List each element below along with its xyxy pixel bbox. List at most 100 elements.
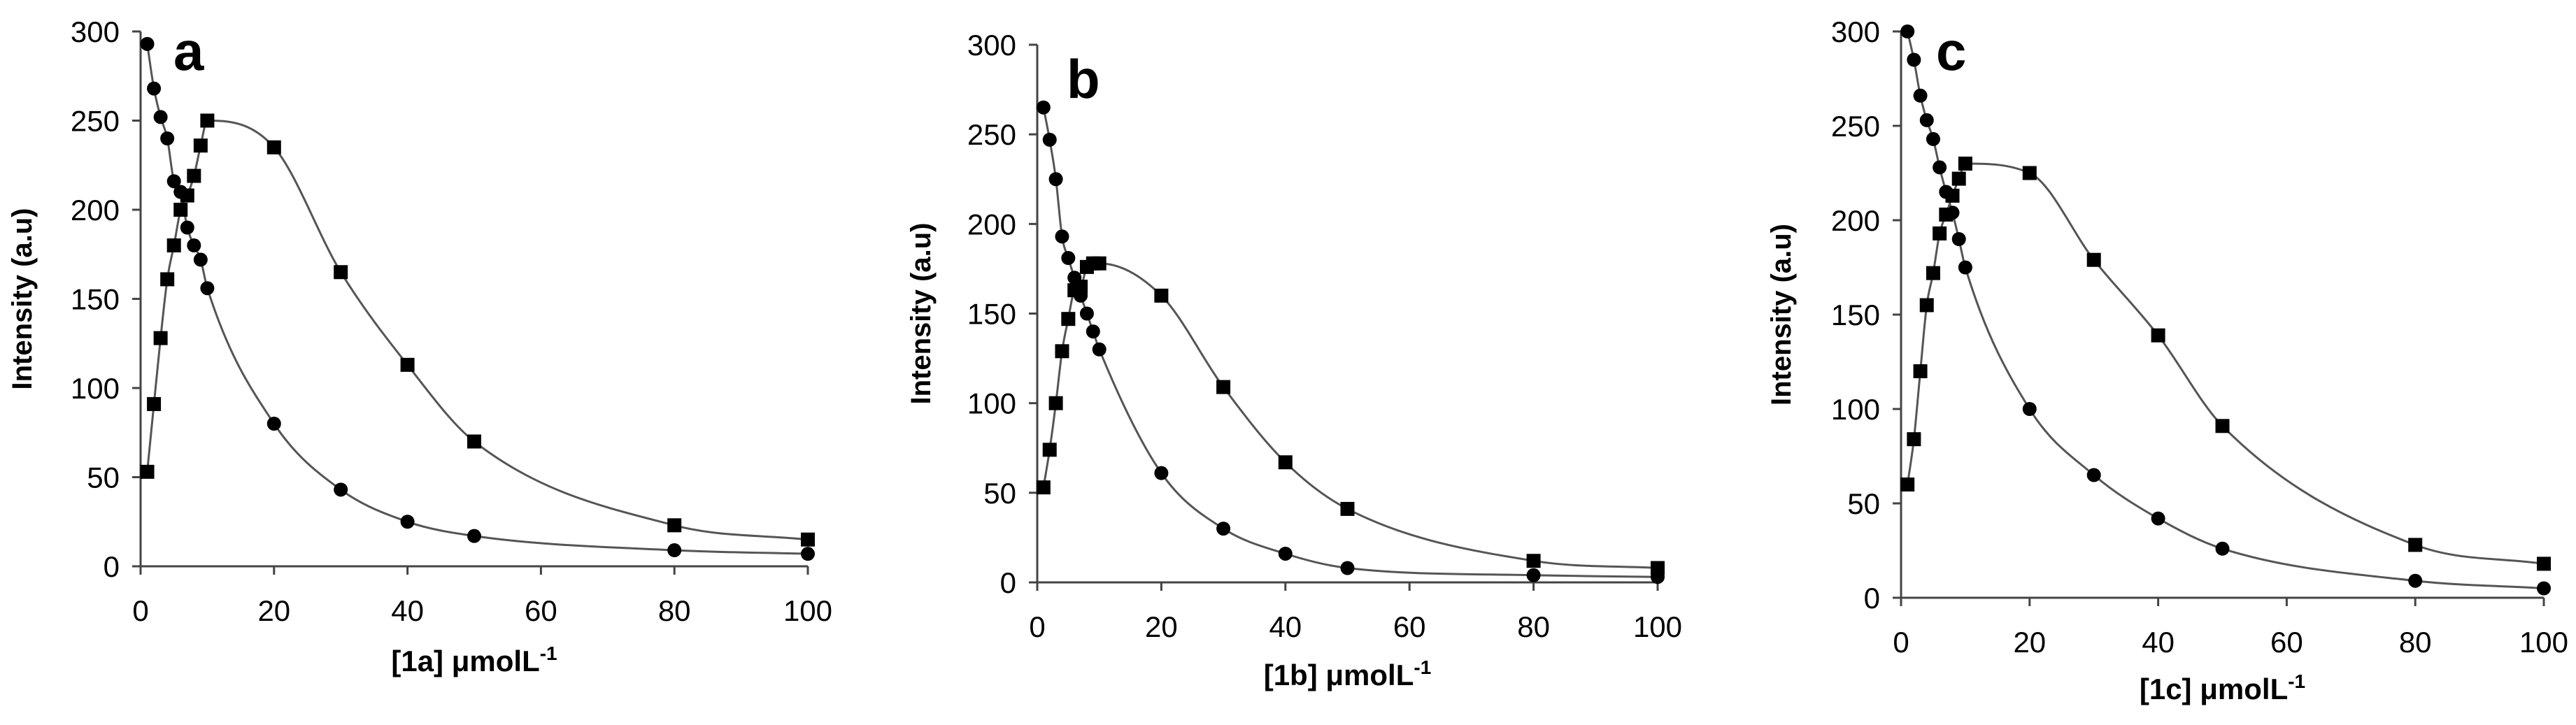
square-marker	[1092, 256, 1106, 271]
square-marker	[2537, 557, 2551, 571]
square-marker	[160, 272, 175, 287]
circle-marker	[2151, 511, 2165, 526]
square-marker	[1951, 171, 1966, 186]
circle-marker	[1526, 568, 1541, 582]
y-tick-label: 150	[71, 283, 120, 316]
square-marker	[1933, 226, 1947, 241]
y-tick-label: 300	[1831, 15, 1880, 48]
y-axis-label: Intensity (a.u)	[1766, 224, 1797, 405]
circle-marker	[1958, 260, 1972, 275]
y-tick-label: 150	[1831, 299, 1880, 331]
square-marker	[1651, 561, 1665, 575]
circle-marker	[801, 547, 815, 561]
series-line	[146, 43, 809, 555]
x-tick-label: 80	[658, 594, 691, 627]
square-series	[1900, 157, 2551, 571]
y-tick-label: 250	[967, 118, 1016, 151]
circle-marker	[1913, 88, 1928, 103]
x-tick-label: 20	[2013, 626, 2046, 659]
square-marker	[2151, 328, 2165, 343]
x-axis-label: [1c] μmolL-1	[2140, 670, 2305, 705]
square-marker	[801, 532, 815, 547]
square-marker	[1919, 298, 1934, 313]
square-marker	[147, 396, 162, 411]
square-marker	[400, 357, 415, 372]
circle-marker	[334, 482, 348, 497]
circle-series	[140, 36, 815, 561]
x-axis-label: [1b] μmolL-1	[1264, 656, 1432, 691]
x-tick-label: 80	[1517, 610, 1550, 643]
square-marker	[1939, 207, 1954, 222]
circle-marker	[667, 543, 682, 558]
circle-marker	[1907, 52, 1921, 67]
square-marker	[1042, 443, 1057, 457]
square-marker	[166, 238, 181, 252]
square-marker	[140, 464, 155, 479]
circle-marker	[153, 110, 168, 124]
square-marker	[1907, 432, 1921, 447]
square-series	[140, 113, 815, 547]
square-marker	[1926, 266, 1940, 280]
circle-marker	[160, 131, 175, 145]
x-tick-label: 60	[2270, 626, 2303, 659]
panel-label: a	[173, 20, 204, 82]
circle-marker	[166, 174, 181, 189]
x-tick-label: 20	[257, 594, 290, 627]
panel-label: c	[1936, 20, 1966, 82]
square-marker	[2086, 252, 2101, 267]
circle-marker	[1278, 546, 1293, 561]
y-tick-label: 300	[967, 29, 1016, 62]
x-axis-label: [1a] μmolL-1	[391, 643, 557, 677]
square-marker	[1048, 396, 1063, 410]
circle-marker	[1079, 306, 1094, 321]
x-tick-label: 100	[1633, 610, 1682, 643]
square-marker	[1340, 501, 1355, 516]
y-tick-label: 50	[87, 461, 120, 494]
square-marker	[1958, 157, 1972, 171]
chart-panel-b: 0 50 100 150 200 250 300 0 20 40 60 80 100 [1b] μmolL…	[906, 29, 1682, 691]
square-marker	[1900, 478, 1915, 491]
series-line	[1906, 31, 2545, 589]
circle-marker	[1042, 132, 1057, 147]
square-series	[1036, 256, 1665, 575]
circle-marker	[140, 36, 155, 51]
square-marker	[1036, 480, 1051, 495]
x-tick-label: 100	[2519, 626, 2568, 659]
square-marker	[1055, 344, 1069, 359]
y-tick-label: 200	[71, 194, 120, 227]
circle-marker	[1216, 522, 1231, 536]
square-marker	[334, 265, 348, 280]
x-tick-label: 40	[1269, 610, 1302, 643]
y-tick-label: 0	[104, 550, 120, 583]
square-marker	[193, 138, 208, 153]
x-tick-label: 60	[525, 594, 557, 627]
square-marker	[153, 331, 168, 345]
circle-marker	[2022, 402, 2037, 416]
square-marker	[173, 203, 188, 217]
panel-label: b	[1067, 48, 1100, 110]
circle-marker	[266, 417, 281, 431]
x-tick-label: 0	[1029, 610, 1045, 643]
square-marker	[2408, 538, 2423, 552]
circle-marker	[147, 81, 162, 96]
circle-marker	[1926, 131, 1940, 146]
x-tick-label: 0	[1893, 626, 1909, 659]
circle-marker	[1048, 172, 1063, 187]
circle-marker	[1055, 229, 1069, 244]
circle-marker	[1933, 160, 1947, 175]
circle-marker	[2408, 573, 2423, 588]
circle-marker	[400, 515, 415, 529]
circle-marker	[1900, 24, 1915, 38]
circle-marker	[1340, 561, 1355, 575]
chart-panel-c: 0 50 100 150 200 250 300 0 20 40 60 80 100 [1c] μmolL…	[1766, 15, 2568, 705]
square-marker	[266, 140, 281, 155]
series-line	[146, 119, 809, 541]
circle-marker	[1061, 251, 1076, 266]
x-tick-label: 40	[2142, 626, 2175, 659]
y-tick-label: 300	[71, 15, 120, 48]
y-tick-label: 50	[1847, 487, 1880, 520]
x-tick-label: 100	[783, 594, 832, 627]
square-marker	[200, 113, 215, 128]
square-marker	[1154, 288, 1169, 303]
x-tick-label: 0	[132, 594, 148, 627]
